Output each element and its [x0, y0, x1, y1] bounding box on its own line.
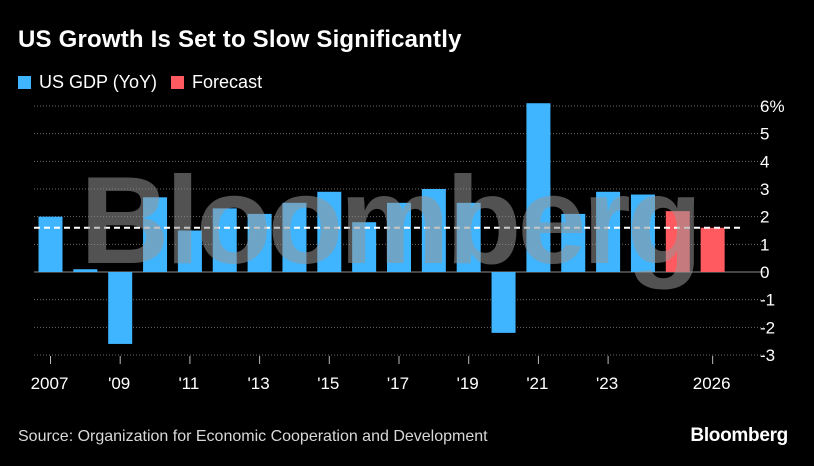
gdp-bar [177, 230, 202, 272]
x-tick-label: '15 [317, 374, 339, 393]
gdp-bar [352, 222, 377, 272]
legend-swatch-us-gdp [18, 75, 31, 89]
y-tick-label: -2 [760, 318, 775, 337]
gdp-bar [561, 213, 586, 272]
x-tick-label: '13 [248, 374, 270, 393]
x-tick-label: 2026 [693, 374, 731, 393]
y-tick-label: -1 [760, 291, 775, 310]
gdp-bar [143, 197, 168, 272]
source-note: Source: Organization for Economic Cooper… [18, 428, 488, 445]
legend-swatch-forecast [171, 75, 185, 89]
forecast-bar [665, 211, 690, 272]
legend-label-forecast: Forecast [192, 71, 263, 92]
legend: US GDP (YoY) Forecast [18, 71, 276, 93]
bloomberg-logo: Bloomberg [690, 425, 788, 446]
gdp-bar [212, 208, 237, 272]
gdp-bar [387, 202, 411, 272]
x-tick-label: '09 [108, 374, 130, 393]
gdp-bar [282, 202, 307, 272]
gdp-bar [491, 272, 516, 333]
x-tick-label: '21 [526, 374, 548, 393]
legend-label-us-gdp: US GDP (YoY) [39, 71, 158, 92]
x-tick-label: '23 [596, 374, 618, 393]
forecast-bar [700, 227, 725, 272]
legend-item-forecast: Forecast [171, 72, 262, 93]
y-tick-label: 6% [760, 97, 785, 116]
gdp-bar [526, 103, 551, 272]
gdp-bar [108, 272, 133, 344]
gdp-bar [456, 202, 481, 272]
y-tick-label: 3 [760, 180, 769, 199]
gdp-bar [73, 269, 98, 272]
y-tick-label: 2 [760, 208, 769, 227]
y-tick-label: 0 [760, 263, 769, 282]
chart-title: US Growth Is Set to Slow Significantly [18, 26, 462, 53]
gdp-bar [317, 191, 342, 272]
y-tick-label: 5 [760, 125, 769, 144]
x-tick-label: '11 [178, 374, 199, 393]
y-tick-label: 1 [760, 235, 769, 254]
x-tick-label: '17 [387, 374, 409, 393]
gdp-bar [247, 213, 272, 272]
x-tick-label: '19 [457, 374, 479, 393]
gdp-bar [421, 189, 446, 272]
gdp-bar [596, 191, 621, 272]
gdp-bar [38, 216, 63, 272]
y-tick-label: 4 [760, 152, 769, 171]
legend-item-us-gdp: US GDP (YoY) [18, 72, 157, 93]
gdp-bar [630, 194, 655, 272]
y-tick-label: -3 [760, 346, 775, 365]
x-tick-label: 2007 [31, 374, 69, 393]
